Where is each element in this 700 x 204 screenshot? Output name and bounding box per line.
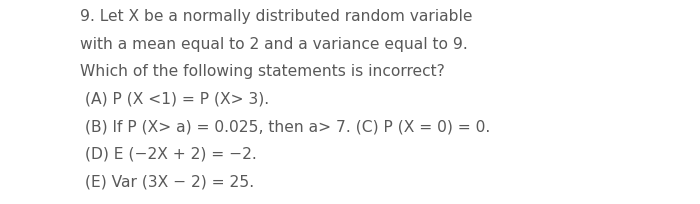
Text: (A) P (X <1) = P (X> 3).: (A) P (X <1) = P (X> 3). [80, 92, 270, 107]
Text: (E) Var (3X − 2) = 25.: (E) Var (3X − 2) = 25. [80, 174, 255, 190]
Text: 9. Let X be a normally distributed random variable: 9. Let X be a normally distributed rando… [80, 9, 473, 24]
Text: with a mean equal to 2 and a variance equal to 9.: with a mean equal to 2 and a variance eq… [80, 37, 468, 52]
Text: (D) E (−2X + 2) = −2.: (D) E (−2X + 2) = −2. [80, 147, 258, 162]
Text: Which of the following statements is incorrect?: Which of the following statements is inc… [80, 64, 445, 79]
Text: (B) If P (X> a) = 0.025, then a> 7. (C) P (X = 0) = 0.: (B) If P (X> a) = 0.025, then a> 7. (C) … [80, 119, 491, 134]
